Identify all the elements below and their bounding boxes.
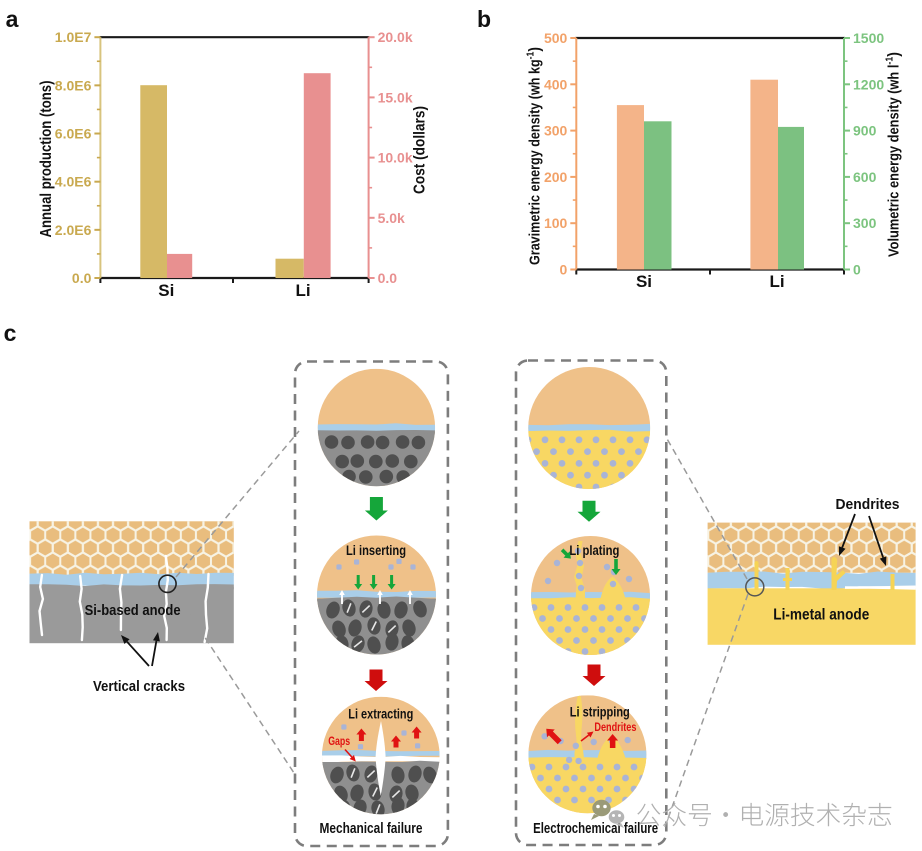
svg-text:6.0E6: 6.0E6 xyxy=(55,126,92,142)
svg-text:Li-metal anode: Li-metal anode xyxy=(773,607,869,624)
svg-text:Cost (dollars): Cost (dollars) xyxy=(412,106,429,194)
svg-text:Si: Si xyxy=(158,281,174,300)
svg-text:Volumetric energy density (wh: Volumetric energy density (wh l-1) xyxy=(885,52,903,257)
svg-text:900: 900 xyxy=(853,123,877,139)
svg-text:Si-based anode: Si-based anode xyxy=(85,602,181,619)
svg-text:Si: Si xyxy=(636,272,652,291)
svg-text:10.0k: 10.0k xyxy=(378,150,413,166)
svg-text:1200: 1200 xyxy=(853,76,884,92)
svg-text:20.0k: 20.0k xyxy=(378,29,413,45)
svg-text:Li stripping: Li stripping xyxy=(570,704,630,720)
svg-text:0: 0 xyxy=(560,262,568,278)
svg-text:600: 600 xyxy=(853,169,877,185)
svg-text:b: b xyxy=(477,6,491,32)
svg-text:Dendrites: Dendrites xyxy=(836,496,900,513)
svg-text:a: a xyxy=(6,6,19,32)
svg-text:Gravimetric energy density (wh: Gravimetric energy density (wh kg-1) xyxy=(526,47,544,265)
svg-text:Mechanical failure: Mechanical failure xyxy=(320,821,423,837)
svg-text:Li extracting: Li extracting xyxy=(348,705,413,721)
svg-text:100: 100 xyxy=(544,215,568,231)
svg-text:200: 200 xyxy=(544,169,568,185)
svg-text:Vertical cracks: Vertical cracks xyxy=(93,678,185,695)
svg-text:Electrochemical failure: Electrochemical failure xyxy=(533,821,658,837)
svg-text:Li inserting: Li inserting xyxy=(346,542,406,558)
svg-text:300: 300 xyxy=(853,215,877,231)
svg-text:300: 300 xyxy=(544,123,568,139)
svg-text:500: 500 xyxy=(544,30,568,46)
svg-text:4.0E6: 4.0E6 xyxy=(55,174,92,190)
svg-text:5.0k: 5.0k xyxy=(378,210,405,226)
svg-text:2.0E6: 2.0E6 xyxy=(55,222,92,238)
svg-text:1500: 1500 xyxy=(853,30,884,46)
svg-text:Li: Li xyxy=(769,272,784,291)
svg-text:15.0k: 15.0k xyxy=(378,89,413,105)
svg-text:Gaps: Gaps xyxy=(328,734,350,748)
svg-text:Li: Li xyxy=(295,281,310,300)
svg-text:Annual production (tons): Annual production (tons) xyxy=(38,81,55,238)
svg-text:Li plating: Li plating xyxy=(569,542,619,558)
svg-text:1.0E7: 1.0E7 xyxy=(55,29,92,45)
svg-text:8.0E6: 8.0E6 xyxy=(55,77,92,93)
svg-text:400: 400 xyxy=(544,76,568,92)
svg-text:0: 0 xyxy=(853,262,861,278)
svg-text:Dendrites: Dendrites xyxy=(594,722,636,734)
svg-text:0.0: 0.0 xyxy=(378,270,398,286)
svg-text:0.0: 0.0 xyxy=(72,270,92,286)
svg-text:c: c xyxy=(4,320,17,346)
